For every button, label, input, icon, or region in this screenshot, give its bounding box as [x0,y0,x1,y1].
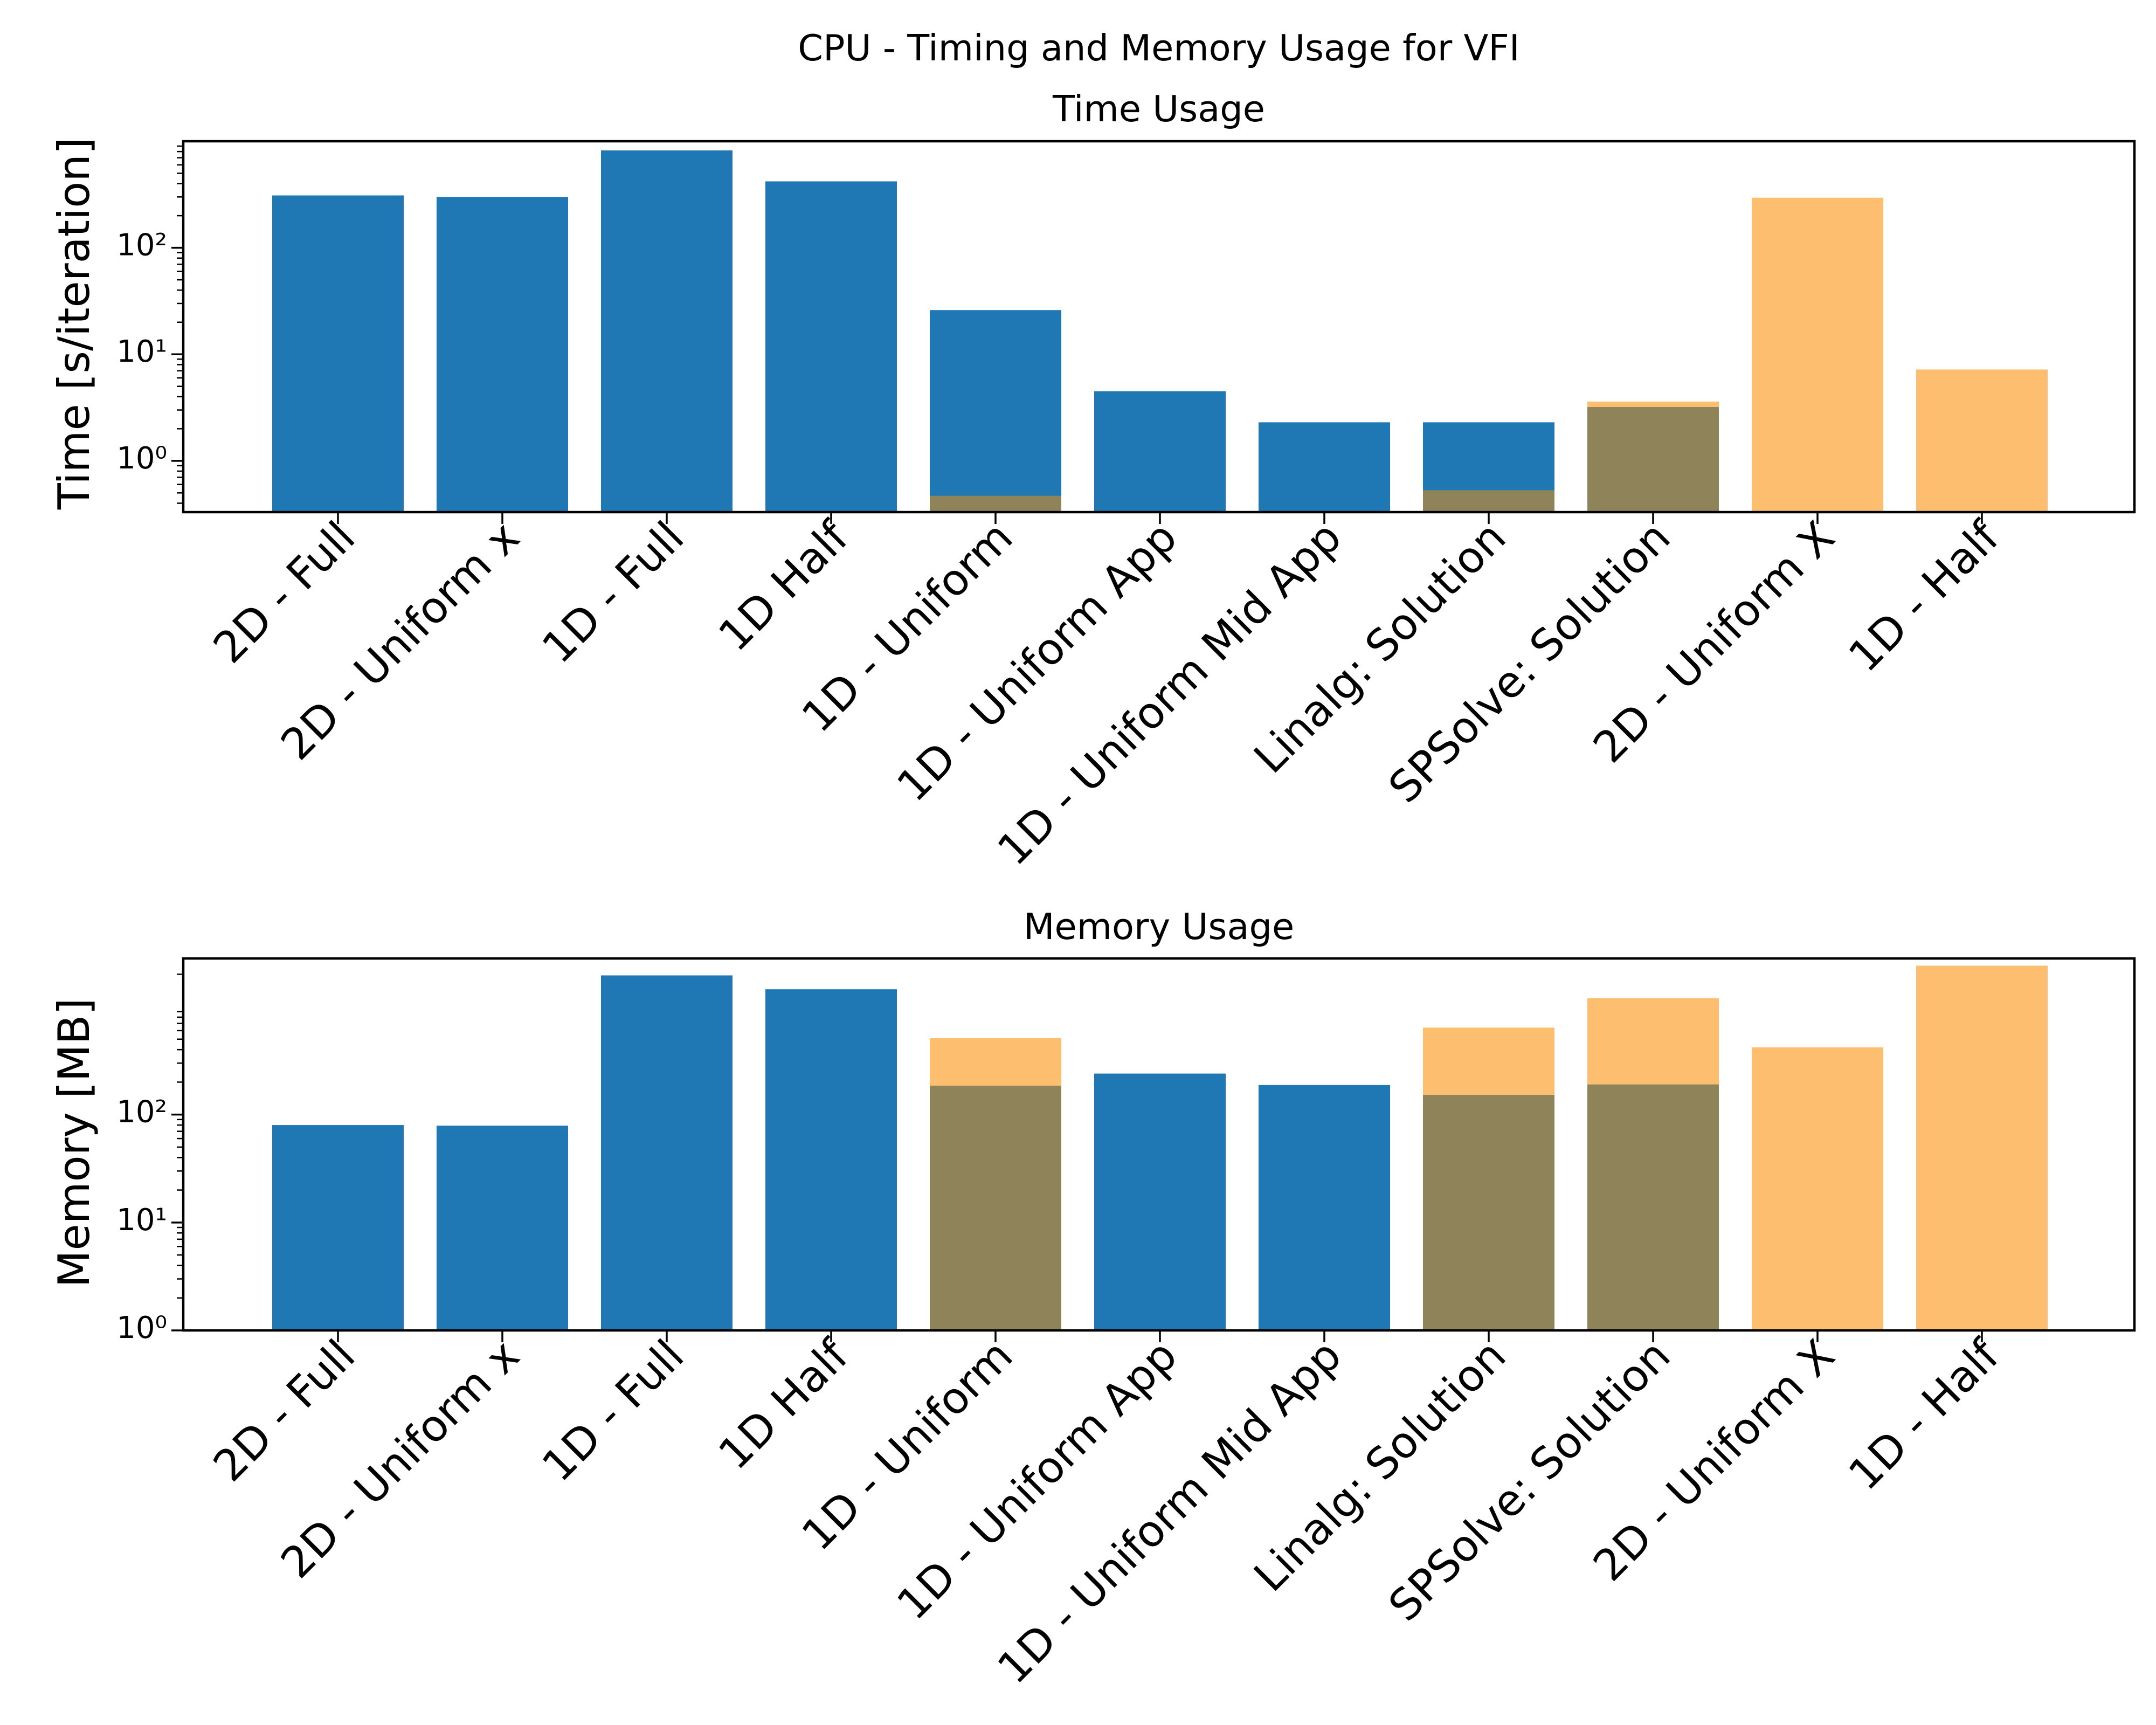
time-y-tick-label: 10² [116,228,167,263]
memory-bar-blue-1d-uniform-app [1094,1073,1226,1330]
figure-title: CPU - Timing and Memory Usage for VFI [798,27,1519,69]
time-bar-blue-1d-half [765,181,897,512]
memory-bar-overlap-linalg-solution [1423,1095,1554,1330]
memory-usage-y-axis-label: Memory [MB] [49,998,99,1287]
time-y-tick-label: 10⁰ [116,441,167,476]
memory-bar-blue-1d-uniform-mid-app [1259,1085,1390,1330]
memory-bar-blue-1d-half [765,989,897,1330]
time-bar-blue-2d-full [272,195,404,512]
time-bar-blue-1d-full [601,150,733,512]
time-bar-orange-1d-half [1916,369,2048,512]
time-bar-overlap-linalg-solution [1423,490,1554,512]
memory-y-tick-label: 10¹ [116,1203,167,1238]
memory-y-tick-label: 10² [116,1095,167,1130]
time-usage-title: Time Usage [1052,88,1265,130]
time-usage-frame [182,140,2136,514]
memory-bar-orange-2d-uniform-x [1752,1047,1883,1330]
time-bar-overlap-1d-uniform [930,495,1061,512]
time-bar-blue-1d-uniform-app [1094,391,1226,512]
time-usage-bars [272,150,2048,512]
memory-bar-orange-1d-half [1916,965,2048,1330]
time-usage-y-axis-label: Time [s/iteration] [49,137,99,510]
time-y-tick-label: 10¹ [116,334,167,369]
memory-usage-title: Memory Usage [1024,906,1295,948]
time-bar-blue-2d-uniform-x [437,197,568,512]
time-bar-overlap-spsolve-solution [1587,407,1719,512]
time-bar-blue-1d-uniform-mid-app [1259,422,1390,512]
memory-bar-blue-2d-full [272,1125,404,1330]
time-bar-orange-2d-uniform-x [1752,197,1883,512]
memory-usage-bars [272,965,2048,1330]
memory-bar-blue-1d-full [601,975,733,1330]
memory-bar-overlap-1d-uniform [930,1086,1061,1330]
time-bar-blue-1d-uniform [930,310,1061,512]
memory-y-tick-label: 10⁰ [116,1310,167,1346]
memory-bar-overlap-spsolve-solution [1587,1084,1719,1330]
memory-bar-blue-2d-uniform-x [437,1126,568,1330]
memory-usage-frame [182,957,2136,1332]
